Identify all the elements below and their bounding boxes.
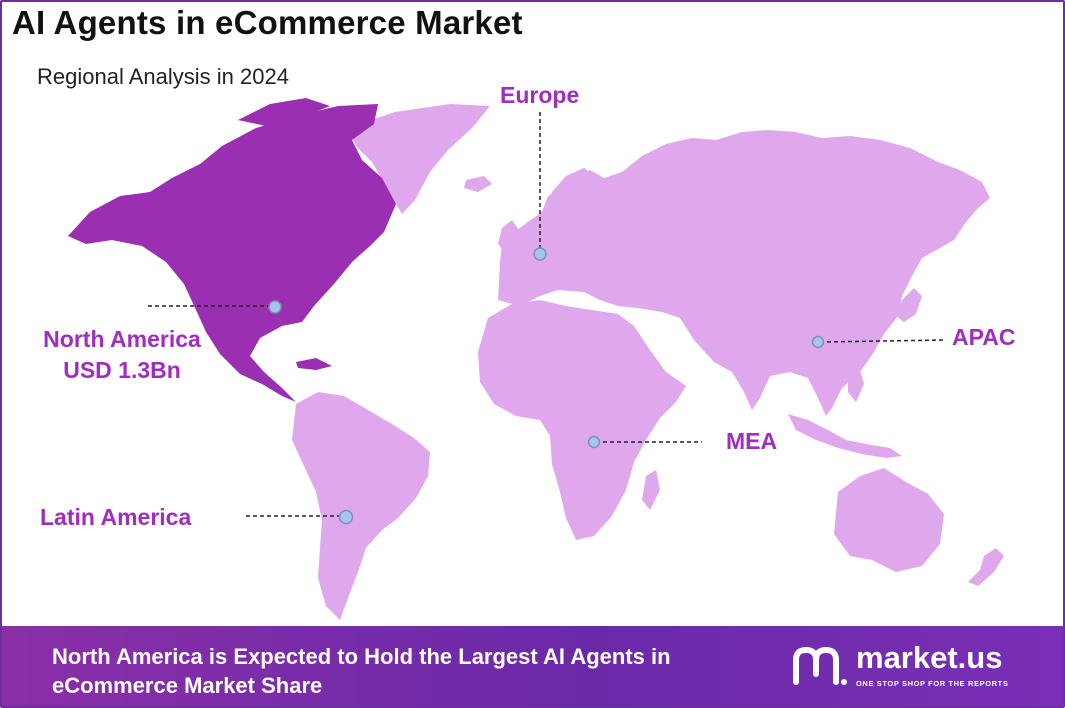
arctic-islands-shape	[238, 98, 330, 126]
north-america-marker	[268, 300, 282, 314]
north-america-label: North America USD 1.3Bn	[14, 324, 230, 386]
apac-connector	[819, 339, 947, 343]
japan-shape	[896, 288, 922, 322]
apac-marker	[811, 335, 825, 349]
world-map	[68, 98, 1004, 620]
brand-tagline: ONE STOP SHOP FOR THE REPORTS	[856, 679, 1009, 688]
iceland-shape	[464, 176, 492, 192]
caribbean-shape	[296, 358, 332, 370]
australia-shape	[834, 468, 944, 572]
madagascar-shape	[642, 470, 660, 510]
philippines-shape	[848, 364, 864, 402]
new-zealand-shape	[968, 548, 1004, 586]
page-subtitle: Regional Analysis in 2024	[37, 64, 289, 89]
mea-marker	[587, 435, 601, 449]
north-america-shape	[68, 104, 396, 402]
apac-label: APAC	[952, 324, 1016, 350]
latin-america-marker	[338, 509, 354, 525]
brand-name: market.us	[856, 640, 1003, 675]
latin-america-label: Latin America	[40, 504, 192, 530]
page-title: AI Agents in eCommerce Market	[12, 4, 523, 41]
north-america-name: North America	[43, 326, 201, 352]
footer-band: North America is Expected to Hold the La…	[2, 626, 1063, 706]
greenland-shape	[348, 104, 490, 214]
scandinavia-shape	[544, 168, 596, 218]
indonesia-shape	[788, 414, 902, 458]
britain-shape	[498, 220, 520, 254]
brand-logo: market.us ONE STOP SHOP FOR THE REPORTS	[792, 640, 1052, 694]
mea-label: MEA	[726, 428, 778, 454]
europe-label: Europe	[500, 82, 580, 108]
market-us-logo-icon	[793, 646, 847, 685]
eurasia-shape	[498, 130, 990, 416]
europe-marker	[533, 247, 547, 261]
south-america-shape	[292, 392, 430, 620]
africa-shape	[478, 300, 686, 540]
north-america-value: USD 1.3Bn	[63, 357, 181, 383]
footer-headline: North America is Expected to Hold the La…	[52, 644, 671, 698]
